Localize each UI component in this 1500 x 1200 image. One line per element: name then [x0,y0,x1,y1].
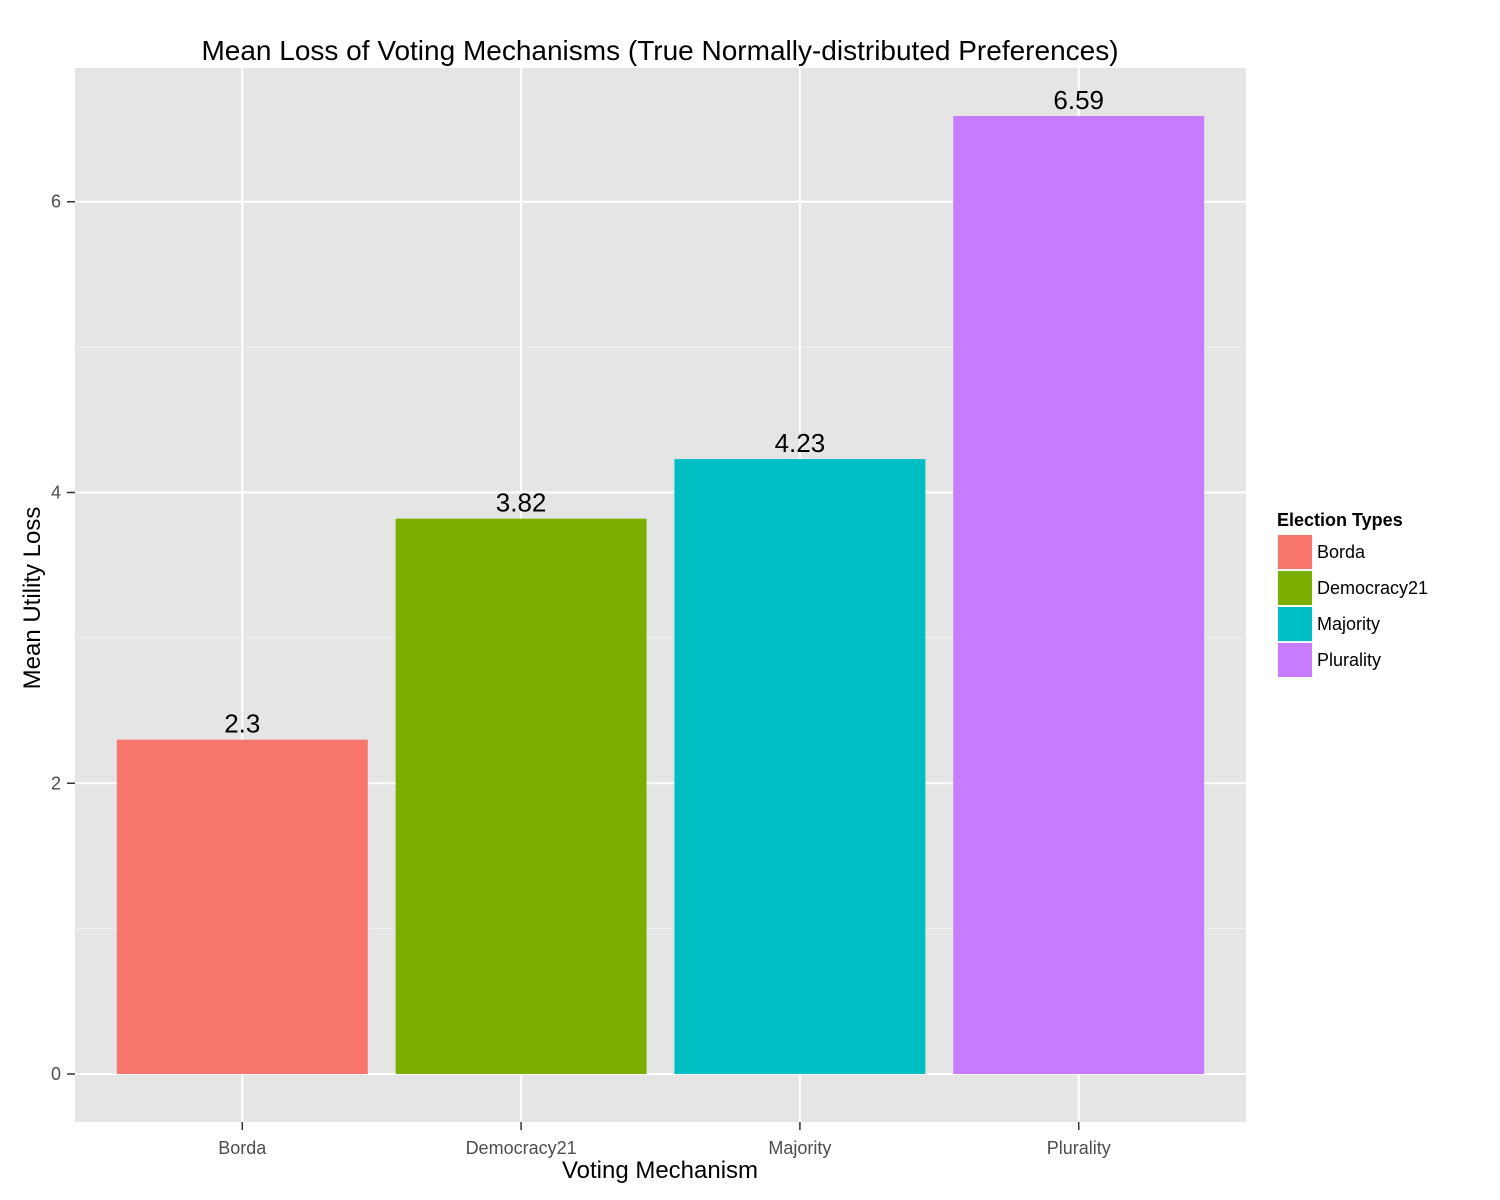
y-tick-label: 2 [51,773,61,793]
legend-items: Borda Democracy21 Majority Plurality [1276,533,1428,679]
data-label-borda: 2.3 [224,709,260,739]
legend-title: Election Types [1277,510,1403,530]
data-label-plurality: 6.59 [1053,85,1104,115]
legend-label-borda: Borda [1317,542,1366,562]
bar-democracy21 [395,518,647,1075]
bars [116,115,1205,1075]
x-axis-title: Voting Mechanism [562,1157,758,1184]
legend-swatch-plurality [1278,643,1312,677]
x-tick-label: Majority [768,1138,831,1158]
data-label-democracy21: 3.82 [496,488,547,518]
x-tick-label: Borda [218,1138,267,1158]
legend-label-democracy21: Democracy21 [1317,578,1428,598]
y-tick-label: 0 [51,1064,61,1084]
legend-swatch-majority [1278,607,1312,641]
legend: Election Types Borda Democracy21 Majority P… [1276,510,1428,679]
data-labels: 2.3 3.82 4.23 6.59 [224,85,1104,739]
chart-title: Mean Loss of Voting Mechanisms (True Nor… [201,35,1118,66]
legend-swatch-borda [1278,535,1312,569]
y-tick-label: 4 [51,483,61,503]
legend-swatch-democracy21 [1278,571,1312,605]
bar-plurality [953,115,1205,1075]
y-tick-label: 6 [51,192,61,212]
x-tick-label: Plurality [1047,1138,1111,1158]
x-tick-label: Democracy21 [466,1138,577,1158]
data-label-majority: 4.23 [775,428,826,458]
axes: 0 2 4 6 Borda Democracy21 Majority Plurality [51,192,1111,1158]
bar-majority [674,459,926,1075]
legend-label-majority: Majority [1317,614,1380,634]
legend-label-plurality: Plurality [1317,650,1381,670]
bar-borda [116,739,368,1075]
y-axis-title: Mean Utility Loss [19,507,46,690]
